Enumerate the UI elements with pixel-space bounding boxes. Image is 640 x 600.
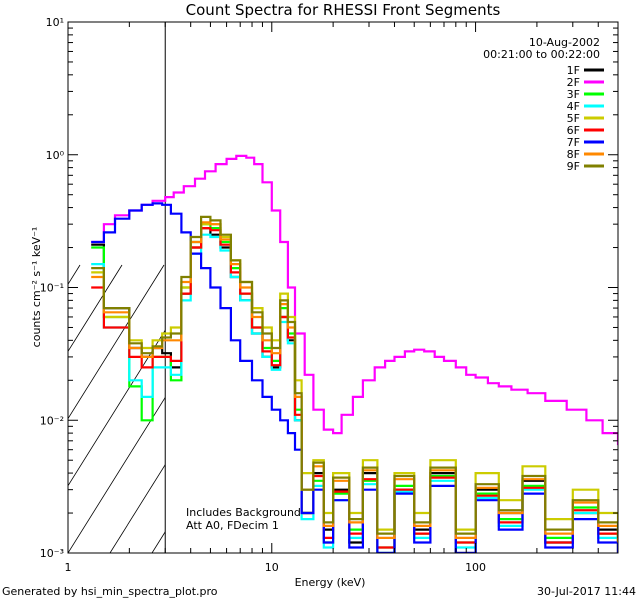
series-6F [91,227,618,553]
y-tick-label: 10⁻³ [40,547,64,560]
hatch-line [68,264,123,353]
hatched-region [68,22,500,553]
y-axis-label: counts cm⁻² s⁻¹ keV⁻¹ [30,227,43,348]
hatch-line [68,396,166,553]
x-axis-label: Energy (keV) [295,576,366,589]
hatch-line [68,329,166,487]
y-tick-label: 10¹ [46,16,64,29]
date-label: 10-Aug-2002 [529,36,600,49]
axis-ticks [67,22,619,554]
series-layer [91,154,618,553]
series-9F [91,215,618,538]
legend-label-9F: 9F [567,160,580,173]
legend-label-6F: 6F [567,124,580,137]
y-tick-label: 10⁻¹ [40,282,64,295]
x-tick-label: 100 [465,561,486,574]
legend-label-8F: 8F [567,148,580,161]
hatch-line [68,264,165,420]
series-2F [91,154,618,446]
legend-label-3F: 3F [567,88,580,101]
legend-label-5F: 5F [567,112,580,125]
legend-label-2F: 2F [567,76,580,89]
legend-label-1F: 1F [567,64,580,77]
footer-timestamp: 30-Jul-2017 11:44 [537,585,636,598]
y-tick-label: 10⁰ [46,149,65,162]
chart-title: Count Spectra for RHESSI Front Segments [186,1,501,19]
x-tick-label: 10 [265,561,279,574]
hatch-line [320,265,500,553]
axis-tick-labels: 1 10 100 10¹ 10⁰ 10⁻¹ 10⁻² 10⁻³ [40,16,486,574]
series-3F [91,223,618,549]
legend-label-7F: 7F [567,136,580,149]
series-1F [91,227,618,553]
footer-generated-by: Generated by hsi_min_spectra_plot.pro [2,585,218,598]
annotation-attenuator: Att A0, FDecim 1 [186,519,279,532]
time-range-label: 00:21:00 to 00:22:00 [483,48,600,61]
y-tick-label: 10⁻² [40,414,64,427]
annotation-background: Includes Background [186,506,301,519]
hatch-line [109,463,166,553]
x-tick-label: 1 [65,561,72,574]
legend-label-4F: 4F [567,100,580,113]
